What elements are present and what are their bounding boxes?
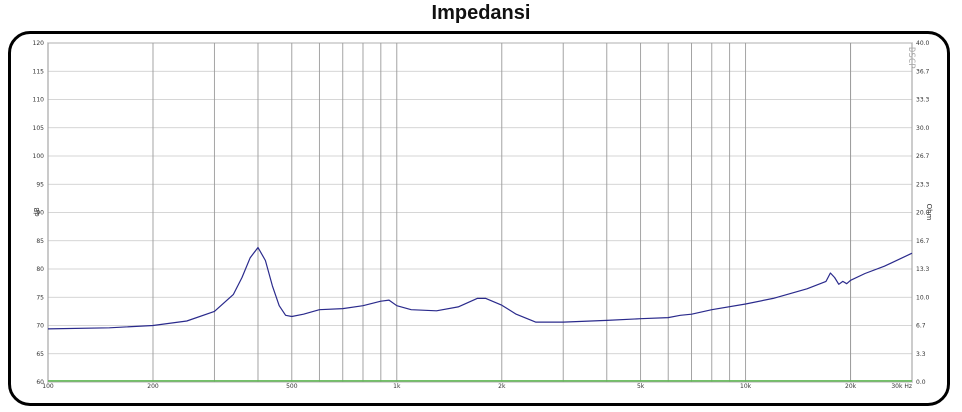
chart-title: Impedansi — [431, 2, 531, 24]
y-tick-label-right: 3.3 — [916, 351, 926, 358]
x-tick-label: 1k — [393, 383, 401, 390]
y-tick-label-right: 13.3 — [916, 266, 930, 273]
y-tick-label-right: 0.0 — [916, 379, 926, 386]
y-tick-label-left: 105 — [33, 125, 45, 132]
y-tick-label-right: 33.3 — [916, 97, 930, 104]
y-tick-label-left: 110 — [33, 97, 45, 104]
series-group — [47, 246, 913, 382]
x-tick-label: 30k Hz — [891, 383, 912, 390]
x-tick-label: 20k — [845, 383, 857, 390]
x-tick-label: 10k — [740, 383, 752, 390]
x-tick-label: 200 — [147, 383, 159, 390]
y-tick-label-right: 36.7 — [916, 68, 930, 75]
y-tick-label-left: 60 — [36, 379, 44, 386]
y-tick-label-right: 40.0 — [916, 40, 930, 47]
x-tick-label: 500 — [286, 383, 298, 390]
watermark: DSCP — [906, 47, 916, 69]
tick-labels: 100 200 500 1k 2k 5k 10k 20k 30k Hz 120 115 110 105 1… — [33, 40, 930, 390]
y-tick-label-left: 100 — [33, 153, 45, 160]
y-tick-label-left: 115 — [33, 68, 45, 75]
y-tick-label-left: 70 — [36, 323, 44, 330]
y-tick-label-right: 20.0 — [916, 210, 930, 217]
x-tick-label: 5k — [637, 383, 645, 390]
y-tick-label-left: 80 — [36, 266, 44, 273]
y-tick-label-left: 120 — [33, 40, 45, 47]
y-tick-label-left: 95 — [36, 181, 44, 188]
x-tick-label: 2k — [498, 383, 506, 390]
y-tick-label-right: 30.0 — [916, 125, 930, 132]
y-tick-label-right: 6.7 — [916, 323, 926, 330]
y-tick-label-left: 85 — [36, 238, 44, 245]
grid — [47, 42, 913, 383]
y-tick-label-left: 90 — [36, 210, 44, 217]
x-tick-label: 100 — [42, 383, 54, 390]
y-tick-label-right: 26.7 — [916, 153, 930, 160]
y-tick-label-left: 65 — [36, 351, 44, 358]
y-tick-label-right: 23.3 — [916, 181, 930, 188]
y-axis-label-right: Ohm — [925, 204, 933, 221]
y-tick-label-right: 10.0 — [916, 294, 930, 301]
impedance-curve — [47, 246, 913, 330]
y-tick-label-left: 75 — [36, 294, 44, 301]
y-tick-label-right: 16.7 — [916, 238, 930, 245]
y-axis-label-left: dB — [33, 207, 41, 216]
